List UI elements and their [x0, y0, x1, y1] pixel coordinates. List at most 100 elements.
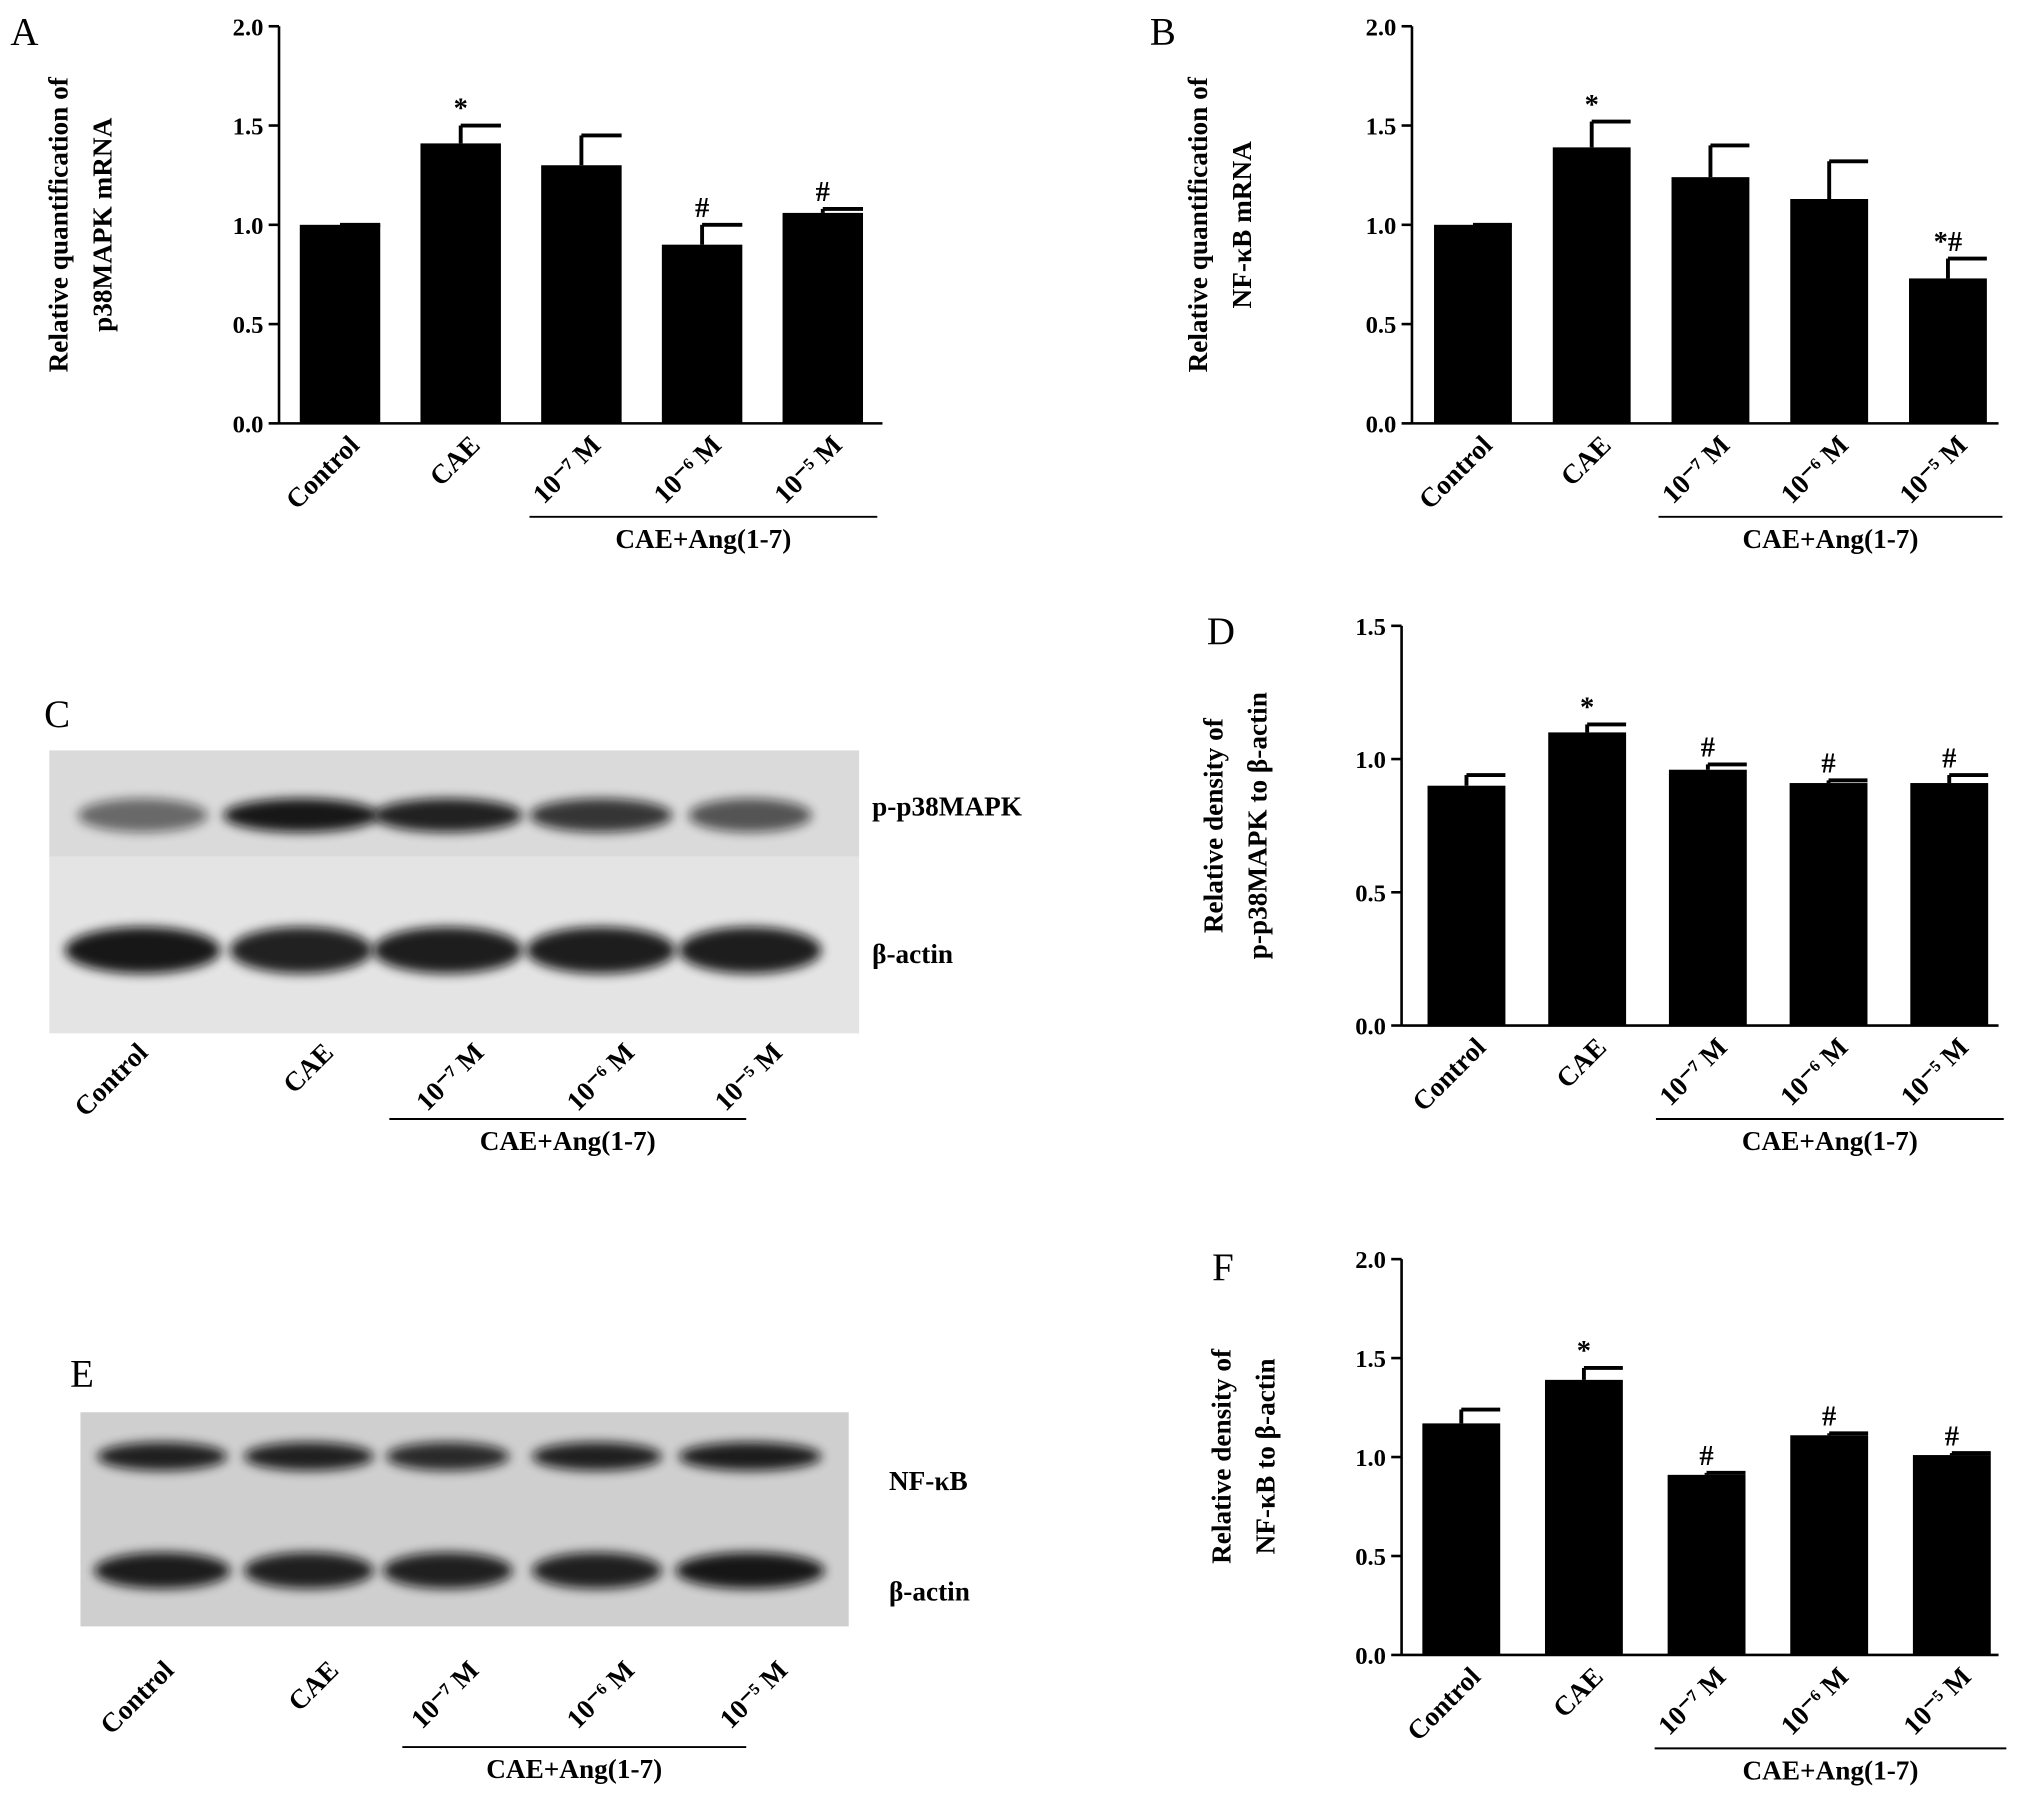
y-axis-label: Relative quantification of	[1183, 76, 1213, 372]
bar	[661, 244, 743, 424]
y-tick-label: 0.0	[233, 411, 264, 438]
bar	[1427, 785, 1506, 1026]
bar	[420, 143, 501, 424]
panel-letter: A	[10, 10, 38, 53]
panel-letter: C	[44, 693, 70, 736]
blot-band	[675, 1552, 825, 1589]
y-tick-label: 2.0	[1355, 1247, 1386, 1274]
group-label: CAE+Ang(1-7)	[615, 524, 791, 554]
bar	[1434, 224, 1512, 424]
bar	[299, 224, 381, 424]
blot-band	[526, 926, 676, 974]
blot-band	[64, 926, 221, 974]
significance-mark: *	[1580, 693, 1594, 724]
blot-band	[243, 1552, 374, 1589]
bar	[1912, 1455, 1991, 1655]
y-tick-label: 1.0	[1366, 213, 1397, 240]
significance-mark: #	[1821, 749, 1835, 780]
y-axis-label: p-p38MAPK to β-actin	[1243, 692, 1273, 959]
y-tick-label: 0.0	[1355, 1014, 1386, 1041]
group-label: CAE+Ang(1-7)	[1742, 524, 1918, 554]
blot-band	[532, 1552, 662, 1589]
y-axis-label: p38MAPK mRNA	[88, 117, 118, 332]
group-label: CAE+Ang(1-7)	[1742, 1756, 1918, 1786]
significance-mark: #	[1701, 733, 1715, 764]
y-axis-label: Relative quantification of	[43, 76, 73, 372]
blot-band	[373, 926, 523, 974]
y-tick-label: 1.0	[233, 213, 264, 240]
y-axis-label: NF-κB mRNA	[1227, 141, 1257, 309]
y-axis-label: Relative density of	[1206, 1348, 1236, 1564]
bar	[1548, 732, 1627, 1026]
bar	[1910, 783, 1989, 1026]
bar-chart: F Relative density of NF-κB to β-actin 0.0 0…	[1206, 1246, 2007, 1786]
significance-mark: *#	[1934, 227, 1963, 258]
blot-band	[243, 1442, 374, 1471]
blot-band	[532, 1442, 662, 1471]
y-axis-label: Relative density of	[1198, 717, 1228, 933]
bar	[1667, 1474, 1746, 1655]
panel-letter: F	[1212, 1246, 1234, 1289]
significance-mark: #	[695, 193, 709, 224]
blot-band	[223, 798, 379, 833]
group-label: CAE+Ang(1-7)	[1742, 1126, 1918, 1156]
y-tick-label: 1.5	[233, 114, 264, 141]
bar	[541, 165, 622, 424]
y-tick-label: 2.0	[233, 14, 264, 41]
blot-band	[97, 1442, 228, 1471]
y-tick-label: 1.5	[1366, 114, 1397, 141]
significance-mark: *	[1577, 1336, 1591, 1367]
bar	[1668, 769, 1747, 1026]
blot-band	[229, 926, 373, 974]
y-tick-label: 1.0	[1355, 1445, 1386, 1472]
blot-band	[94, 1552, 231, 1589]
y-axis-label: NF-κB to β-actin	[1250, 1358, 1280, 1554]
significance-mark: #	[1942, 743, 1956, 774]
bar	[1789, 783, 1868, 1026]
significance-mark: *	[1585, 90, 1599, 121]
significance-mark: #	[816, 177, 830, 208]
blot-band	[678, 1442, 822, 1471]
significance-mark: #	[1699, 1441, 1713, 1472]
y-tick-label: 0.5	[233, 312, 264, 339]
y-tick-label: 0.0	[1366, 411, 1397, 438]
panel-letter: D	[1207, 610, 1235, 653]
band-label: p-p38MAPK	[872, 791, 1022, 821]
bar	[1790, 1435, 1869, 1655]
y-tick-label: 0.5	[1366, 312, 1397, 339]
group-label: CAE+Ang(1-7)	[486, 1754, 662, 1784]
blot-band	[678, 926, 822, 974]
bar	[1790, 198, 1869, 424]
significance-mark: *	[454, 94, 468, 125]
y-tick-label: 1.5	[1355, 614, 1386, 641]
y-tick-label: 1.5	[1355, 1346, 1386, 1373]
band-label: β-actin	[872, 939, 953, 969]
panel-letter: B	[1150, 10, 1176, 53]
blot-band	[77, 798, 208, 833]
panel-letter: E	[70, 1352, 94, 1395]
y-tick-label: 0.5	[1355, 880, 1386, 907]
group-label: CAE+Ang(1-7)	[480, 1126, 656, 1156]
y-tick-label: 2.0	[1366, 14, 1397, 41]
band-label: NF-κB	[889, 1466, 968, 1496]
y-tick-label: 1.0	[1355, 747, 1386, 774]
significance-mark: #	[1822, 1402, 1836, 1433]
blot-band	[529, 798, 673, 833]
bar	[1552, 147, 1631, 424]
bar	[1671, 177, 1750, 424]
band-label: β-actin	[889, 1576, 970, 1606]
significance-mark: #	[1945, 1421, 1959, 1452]
blot-band	[373, 798, 523, 833]
bar	[1422, 1423, 1501, 1655]
blot-band	[386, 1442, 510, 1471]
bar	[1544, 1379, 1623, 1655]
blot-band	[688, 798, 812, 833]
blot-band	[382, 1552, 513, 1589]
bar	[1909, 278, 1987, 424]
y-tick-label: 0.0	[1355, 1643, 1386, 1670]
bar	[782, 212, 864, 424]
y-tick-label: 0.5	[1355, 1544, 1386, 1571]
